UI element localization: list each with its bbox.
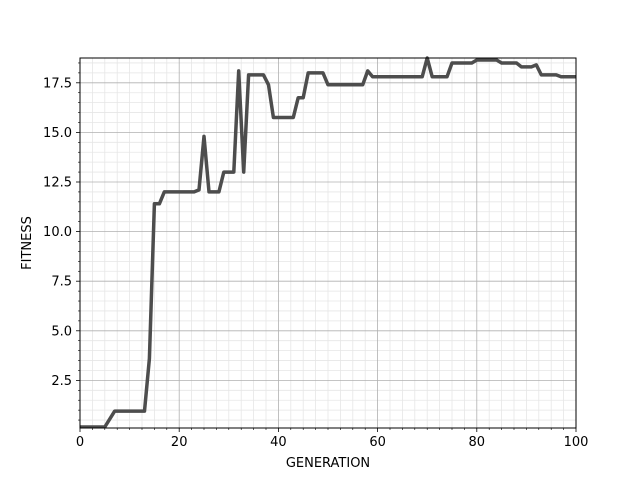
x-tick-label: 80 bbox=[469, 435, 486, 450]
y-tick-label: 5.0 bbox=[51, 324, 72, 339]
y-tick-label: 7.5 bbox=[51, 275, 72, 290]
y-tick-label: 15.0 bbox=[43, 126, 72, 141]
axis-ticks: 0 20 40 60 80 100 2.5 5.0 7.5 10.0 12.5 15.0 17.5 bbox=[43, 62, 589, 450]
x-tick-label: 0 bbox=[76, 435, 84, 450]
x-tick-label: 100 bbox=[564, 435, 589, 450]
y-tick-label: 12.5 bbox=[43, 175, 72, 190]
x-tick-label: 60 bbox=[369, 435, 386, 450]
x-tick-label: 20 bbox=[171, 435, 188, 450]
fitness-series-line bbox=[80, 56, 576, 428]
y-axis-label: FITNESS bbox=[20, 216, 35, 270]
x-tick-label: 40 bbox=[270, 435, 287, 450]
series-layer bbox=[80, 56, 576, 428]
x-axis-label: GENERATION bbox=[286, 456, 370, 471]
y-tick-label: 2.5 bbox=[51, 374, 72, 389]
y-tick-label: 17.5 bbox=[43, 76, 72, 91]
y-tick-label: 10.0 bbox=[43, 225, 72, 240]
